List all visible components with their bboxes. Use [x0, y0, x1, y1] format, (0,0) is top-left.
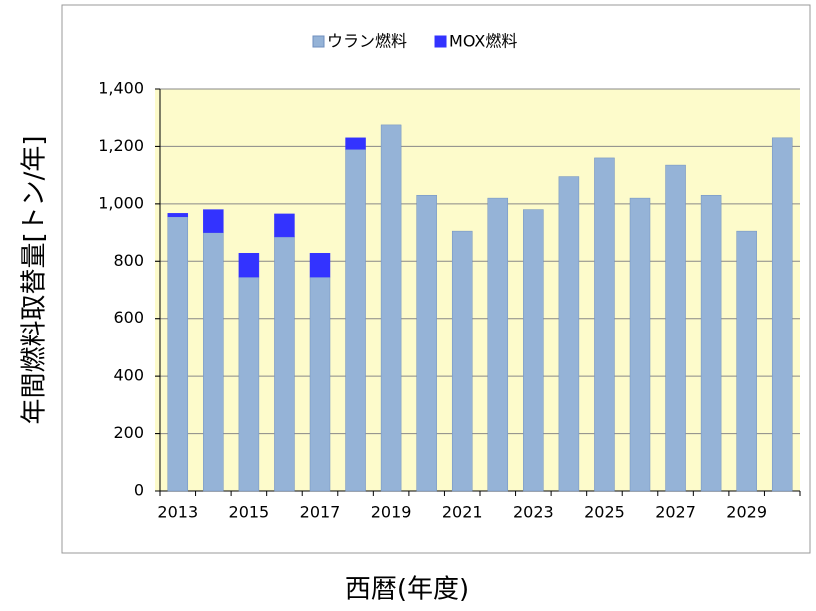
bar — [523, 209, 544, 492]
y-tick-label: 1,000 — [98, 193, 144, 212]
bar — [380, 124, 402, 492]
bar — [238, 276, 260, 492]
x-tick-label: 2017 — [300, 503, 341, 522]
bar — [309, 252, 331, 278]
bar — [771, 137, 793, 492]
bar — [167, 213, 189, 218]
bar — [665, 164, 686, 492]
bar — [345, 149, 366, 492]
x-tick-label: 2023 — [513, 503, 554, 522]
x-tick-label: 2021 — [442, 503, 483, 522]
bar — [274, 236, 295, 492]
bar — [309, 276, 331, 492]
bar — [487, 197, 509, 492]
y-axis-label: 年間燃料取替量[トン/年] — [20, 135, 50, 424]
bar — [167, 216, 189, 492]
bar — [629, 197, 651, 492]
bar — [451, 230, 473, 492]
y-tick-label: 200 — [113, 423, 144, 442]
bar — [274, 213, 295, 238]
legend-label: MOX燃料 — [449, 32, 517, 51]
x-tick-label: 2013 — [157, 503, 198, 522]
x-tick-label: 2025 — [584, 503, 625, 522]
legend-swatch — [434, 35, 447, 48]
y-tick-label: 1,200 — [98, 136, 144, 155]
bar — [736, 230, 757, 492]
bar — [416, 194, 437, 492]
y-tick-label: 0 — [134, 481, 144, 500]
bar — [203, 232, 224, 492]
bar — [700, 194, 722, 492]
legend-swatch — [312, 35, 325, 48]
bar — [238, 252, 260, 278]
legend-label: ウラン燃料 — [327, 32, 407, 51]
x-tick-label: 2015 — [229, 503, 270, 522]
x-tick-label: 2027 — [655, 503, 696, 522]
y-tick-label: 1,400 — [98, 79, 144, 98]
y-tick-label: 600 — [113, 308, 144, 327]
x-tick-label: 2019 — [371, 503, 412, 522]
bar — [594, 157, 615, 492]
y-tick-label: 400 — [113, 366, 144, 385]
x-axis-label: 西暦(年度) — [345, 575, 469, 605]
x-tick-label: 2029 — [726, 503, 767, 522]
bar — [345, 137, 366, 150]
y-tick-label: 800 — [113, 251, 144, 270]
plot-area — [155, 89, 800, 491]
bar — [203, 209, 224, 233]
bar — [558, 176, 580, 492]
